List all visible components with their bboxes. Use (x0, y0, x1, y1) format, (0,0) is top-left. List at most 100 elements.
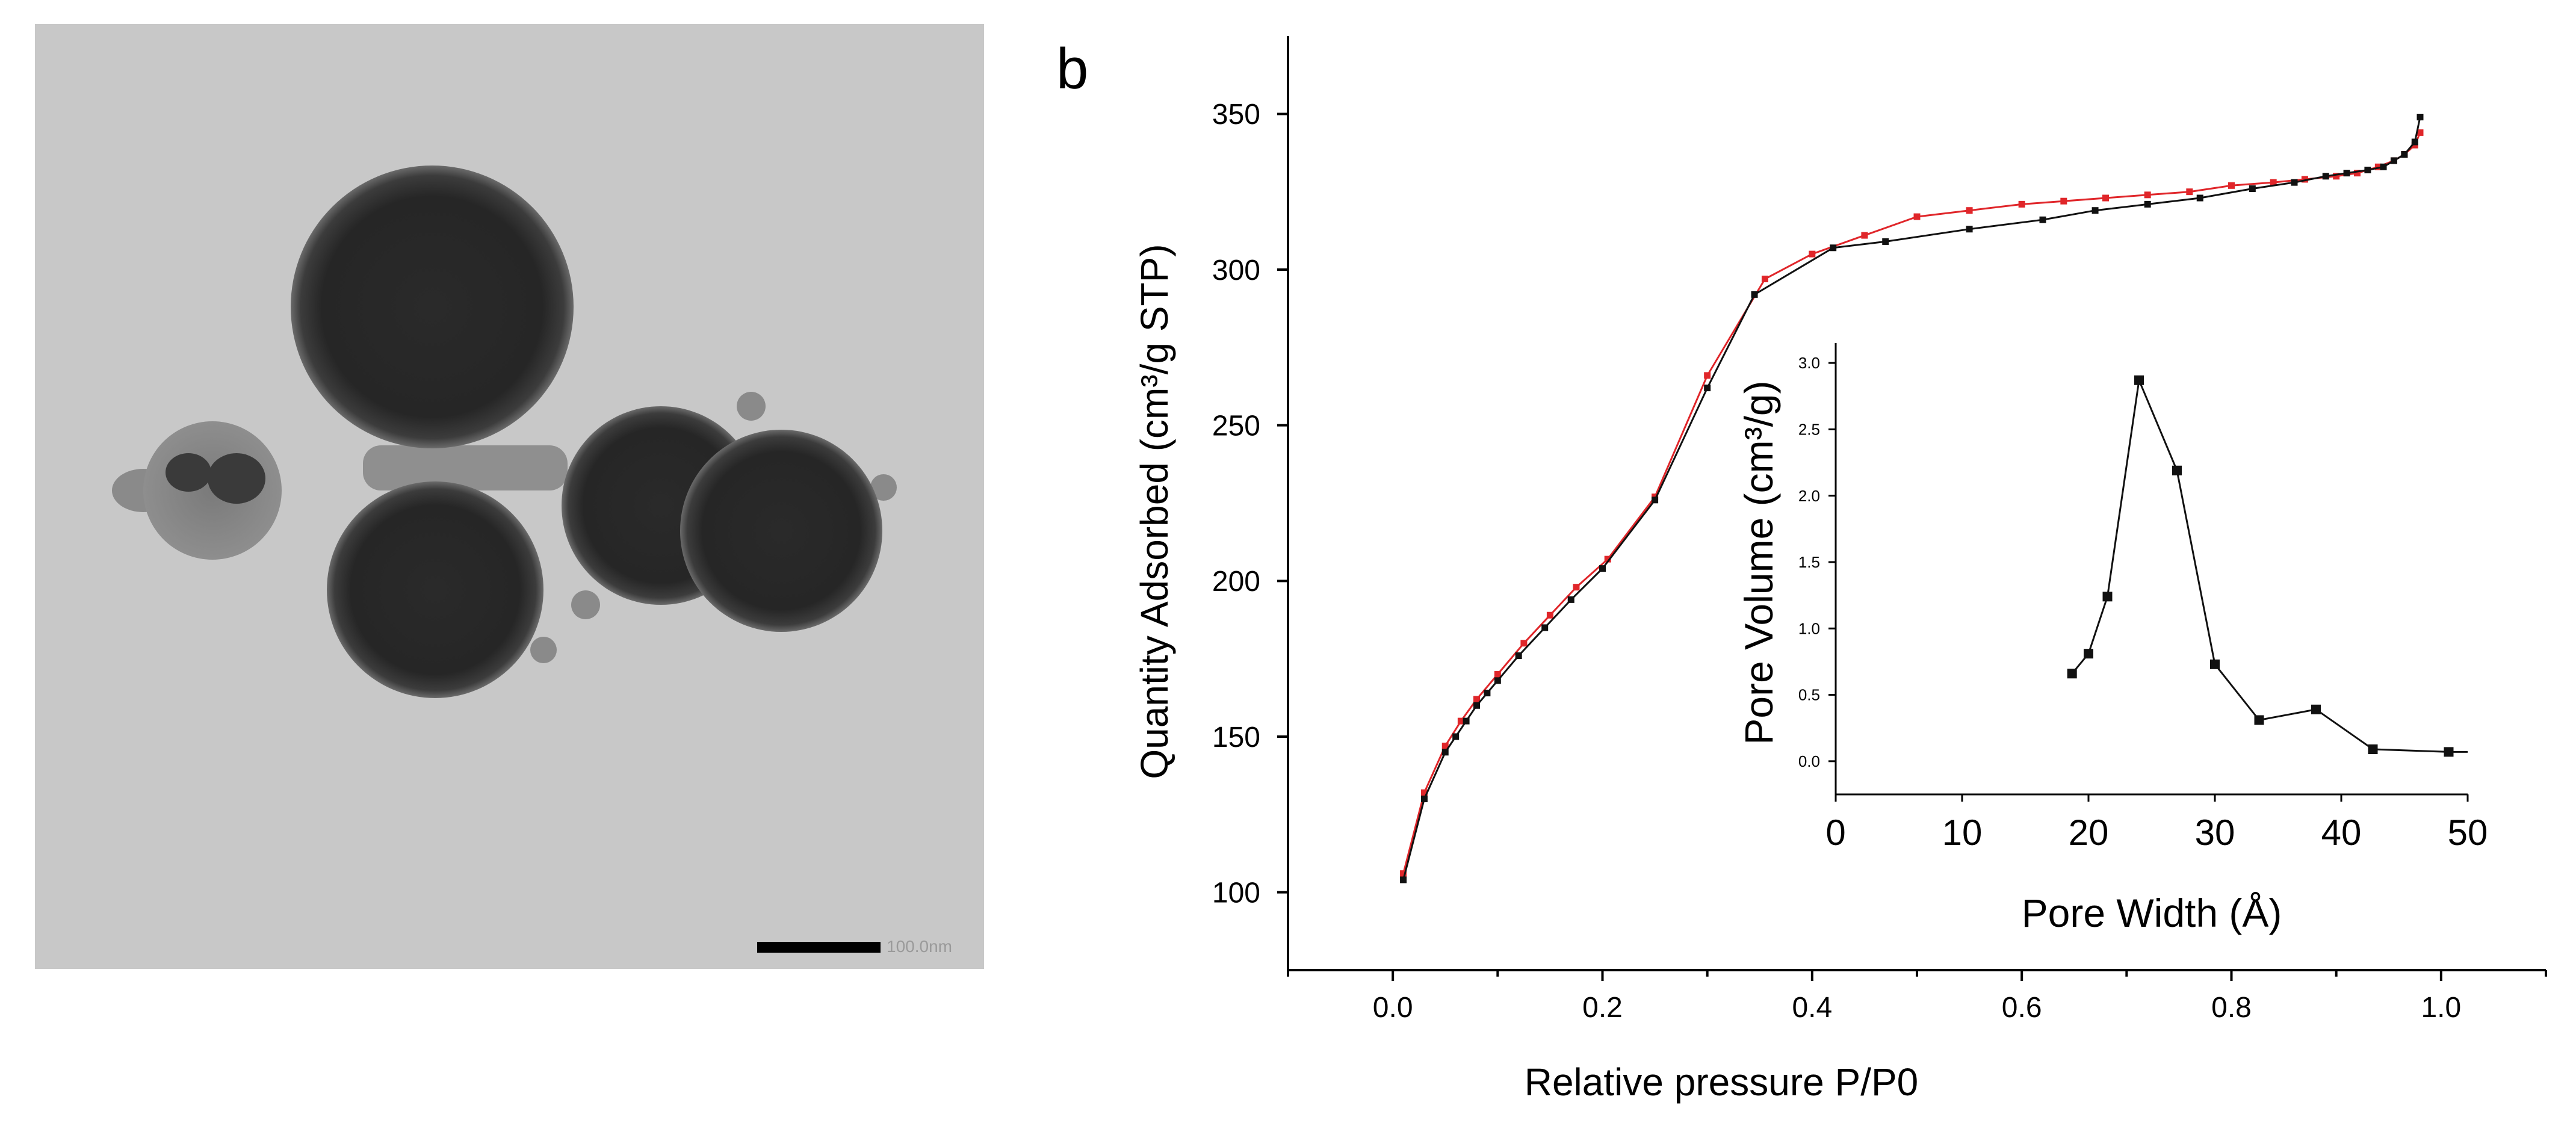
main-data-point (1913, 213, 1921, 220)
main-data-point (2291, 179, 2298, 186)
main-data-point (1441, 749, 1449, 756)
main-data-point (2322, 173, 2329, 180)
main-data-point (1882, 238, 1889, 245)
main-data-point (1573, 584, 1580, 591)
main-data-point (1751, 291, 1758, 298)
panel-b-label: b (1056, 37, 1089, 101)
main-data-point (2060, 197, 2067, 205)
inset-x-tick-label: 0 (1825, 812, 1845, 853)
main-data-point (1652, 496, 1659, 504)
main-data-point (1484, 690, 1491, 697)
inset-series (2067, 375, 2468, 757)
dark-inclusion (208, 453, 265, 504)
inset-y-tick-label: 2.0 (1798, 487, 1820, 505)
inset-data-point (2210, 659, 2220, 669)
main-data-point (1546, 611, 1553, 619)
main-data-point (2401, 151, 2408, 158)
main-data-point (1420, 795, 1428, 802)
main-data-point (2380, 163, 2387, 170)
main-data-point (2364, 166, 2371, 173)
inset-data-point (2084, 649, 2093, 659)
main-data-point (1966, 226, 1973, 233)
main-x-tick-label: 0.4 (1792, 992, 1832, 1024)
scale-bar-label: 100.0nm (887, 937, 952, 956)
main-data-point (1520, 640, 1528, 647)
main-data-point (1541, 624, 1549, 631)
inset-data-point (2311, 704, 2321, 714)
inset-y-tick-label: 0.0 (1798, 752, 1820, 770)
inset-data-point (2368, 744, 2378, 754)
main-y-tick-label: 350 (1212, 99, 1260, 131)
main-data-point (1400, 870, 1407, 877)
inset-x-tick-label: 20 (2069, 812, 2109, 853)
main-data-point (1473, 702, 1480, 709)
main-data-point (2144, 191, 2151, 199)
main-data-point (1704, 372, 1711, 379)
main-x-axis-label: Relative pressure P/P0 (1525, 1060, 1919, 1104)
inset-y-tick-label: 0.5 (1798, 686, 1820, 704)
inset-y-axis-label: Pore Volume (cm³/g) (1736, 380, 1781, 744)
inset-data-point (2102, 592, 2113, 602)
main-y-axis-label: Quantity Adsorbed (cm³/g STP) (1133, 244, 1176, 779)
main-data-point (2091, 207, 2099, 214)
inset-x-tick-label: 50 (2448, 812, 2488, 853)
main-data-point (1599, 565, 1606, 572)
main-x-tick-label: 0.6 (2002, 992, 2042, 1024)
main-data-point (1457, 717, 1464, 725)
inset-y-tick-label: 2.5 (1798, 420, 1820, 438)
inset-series-line-0 (2071, 377, 2468, 753)
main-y-tick-label: 250 (1212, 410, 1260, 442)
tem-micrograph: 100.0nm (35, 24, 984, 969)
main-data-point (2270, 179, 2277, 186)
main-x-tick-label: 1.0 (2421, 992, 2461, 1024)
inset-x-axis-label: Pore Width (Å) (2022, 891, 2282, 935)
inset-axes: 0 10 20 30 40 50 0.0 0.5 1.0 1.5 2.0 2.5 3.0 (1798, 343, 2488, 853)
inset-data-point (2254, 715, 2264, 725)
main-y-tick-label: 200 (1212, 566, 1260, 598)
main-data-point (1604, 555, 1611, 563)
inset-data-point (2067, 669, 2077, 679)
main-data-point (1494, 677, 1501, 684)
main-data-point (1515, 652, 1522, 659)
main-data-point (2354, 170, 2361, 177)
main-data-point (2196, 194, 2203, 202)
sphere-large (291, 165, 574, 448)
main-data-point (2186, 188, 2193, 196)
main-y-tick-label: 150 (1212, 722, 1260, 753)
main-data-point (2018, 200, 2025, 208)
main-data-point (1567, 596, 1574, 603)
main-data-point (1761, 276, 1768, 283)
main-x-tick-label: 0.0 (1373, 992, 1413, 1024)
main-data-point (1494, 671, 1501, 678)
inset-data-point (2172, 465, 2182, 475)
dark-inclusion (166, 453, 211, 492)
main-y-tick-label: 300 (1212, 255, 1260, 286)
main-data-point (2144, 200, 2151, 208)
main-data-point (1400, 876, 1407, 883)
main-x-tick-label: 0.8 (2211, 992, 2252, 1024)
main-data-point (1966, 207, 1973, 214)
inset-x-tick-label: 10 (1942, 812, 1983, 853)
inset-y-tick-label: 1.5 (1798, 553, 1820, 571)
main-data-point (2039, 216, 2046, 223)
main-data-point (1420, 789, 1428, 796)
inset-y-tick-label: 3.0 (1798, 354, 1820, 372)
main-series-line-0 (1402, 132, 2421, 874)
main-data-point (2343, 170, 2350, 177)
main-y-tick-label: 100 (1212, 877, 1260, 909)
main-data-point (1463, 717, 1470, 725)
main-data-point (1809, 250, 1816, 258)
main-data-point (1861, 232, 1868, 239)
main-data-point (1473, 696, 1480, 703)
main-series (1400, 114, 2424, 883)
main-data-point (2417, 114, 2424, 121)
main-series-line-1 (1402, 117, 2421, 880)
main-data-point (2301, 176, 2308, 183)
sphere-lower (327, 481, 543, 698)
main-data-point (1441, 743, 1449, 750)
main-data-point (2249, 185, 2256, 192)
main-data-point (2333, 173, 2340, 180)
main-data-point (2411, 138, 2418, 146)
main-data-point (2417, 129, 2424, 136)
